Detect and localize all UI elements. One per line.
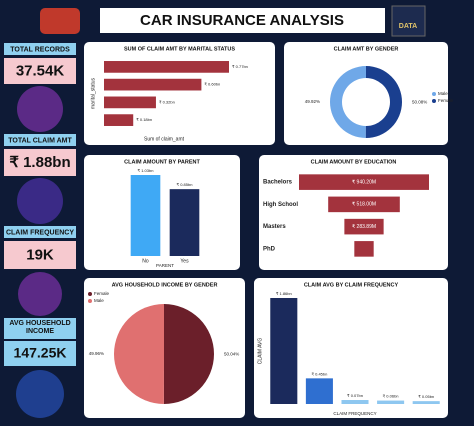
panel	[254, 278, 448, 418]
kpi-label-box	[4, 318, 76, 339]
panel	[84, 42, 275, 145]
value-label: ₹ 0.07bn	[347, 393, 363, 398]
bar	[169, 189, 200, 256]
kpi-value-box	[4, 241, 76, 269]
funnel-bar	[299, 174, 429, 190]
kpi-label-box	[4, 43, 76, 55]
funnel-bar	[344, 218, 384, 235]
value-label: ₹ 518.00M	[352, 202, 376, 208]
value-label: ₹ 0.06bn	[383, 394, 399, 399]
kpi-label-wrap: AVG HOUSEHOLD INCOME	[9, 320, 71, 335]
kpi-label: TOTAL RECORDS	[10, 46, 70, 53]
dashboard-title: CAR INSURANCE ANALYSIS	[140, 12, 344, 29]
kpi-value: 147.25K	[14, 345, 67, 361]
legend-swatch	[88, 292, 92, 296]
value-label: ₹ 0.18bn	[136, 117, 152, 122]
kpi-value: ₹ 1.88bn	[9, 154, 70, 171]
value-label: ₹ 0.77bn	[232, 64, 248, 69]
chart-title: SUM OF CLAIM AMT BY MARITAL STATUS	[124, 46, 235, 52]
x-axis-label: CLAIM FREQUENCY	[333, 411, 376, 416]
category-label: Bachelors	[263, 180, 293, 186]
legend-label: Female	[94, 291, 110, 296]
panel	[259, 155, 448, 270]
legend-label: Male	[438, 91, 448, 96]
value-label: 50.04%	[224, 351, 239, 356]
value-label: ₹ 0.60bn	[204, 82, 220, 87]
logo	[391, 5, 426, 37]
kpi-value-box	[4, 58, 76, 84]
y-axis-label: marital_status	[90, 77, 96, 109]
kpi-label-box	[4, 134, 76, 146]
value-label: ₹ 0.85bn	[177, 182, 193, 187]
legend-swatch	[432, 92, 436, 96]
chart-title: CLAIM AMOUNT BY EDUCATION	[311, 159, 397, 165]
kpi-label-box	[4, 226, 76, 238]
y-axis-label: CLAIM AVG	[257, 338, 263, 365]
kpi-label: CLAIM FREQUENCY	[6, 229, 74, 236]
value-label: ₹ 0.45bn	[311, 371, 327, 376]
legend-label: Female	[438, 98, 454, 103]
bar	[104, 78, 202, 91]
kpi-icon	[17, 86, 63, 132]
kpi-icon	[17, 178, 63, 224]
value-label: ₹ 940.20M	[352, 179, 376, 185]
value-label: 49.92%	[305, 99, 320, 104]
value-label: ₹ 0.32bn	[159, 99, 175, 104]
kpi-value: 37.54K	[16, 62, 65, 79]
chart-title: CLAIM AMOUNT BY PARENT	[124, 159, 200, 165]
slice	[365, 66, 403, 138]
bar	[412, 401, 440, 404]
panel	[84, 155, 240, 270]
x-axis-label: Sum of claim_amt	[144, 136, 185, 142]
category-label: Masters	[263, 224, 286, 230]
value-label: ₹ 1.03bn	[138, 168, 154, 173]
bar	[104, 114, 134, 126]
kpi-label: TOTAL CLAIM AMT	[8, 137, 72, 144]
value-label: 50.08%	[412, 99, 427, 104]
chart-title: AVG HOUSEHOLD INCOME BY GENDER	[112, 282, 218, 288]
kpi-icon	[18, 272, 62, 316]
bar	[305, 378, 333, 404]
bar	[130, 175, 161, 256]
bar	[270, 298, 298, 404]
kpi-label: AVG HOUSEHOLD INCOME	[9, 320, 71, 335]
slice	[113, 304, 164, 404]
value-label: ₹ 1.86bn	[276, 291, 292, 296]
kpi-icon	[16, 370, 64, 418]
value-label: ₹ 0.05bn	[418, 394, 434, 399]
category-label: High School	[263, 202, 298, 208]
x-axis-label: PARENT	[156, 263, 174, 268]
car-icon	[40, 8, 80, 34]
logo-text: DATA	[399, 23, 417, 30]
chart-title: CLAIM AMT BY GENDER	[334, 46, 399, 52]
slice	[163, 304, 214, 405]
slice	[330, 66, 366, 138]
kpi-value: 19K	[26, 246, 54, 263]
legend-label: Male	[94, 298, 104, 303]
bar	[104, 96, 156, 109]
value-label: 49.96%	[89, 351, 104, 356]
panel	[284, 42, 448, 145]
legend-swatch	[432, 99, 436, 103]
legend-swatch	[88, 299, 92, 303]
kpi-value-box	[4, 341, 76, 366]
category-label: PhD	[263, 246, 276, 252]
x-tick-label: Yes	[180, 258, 189, 264]
kpi-value-box	[4, 149, 76, 176]
x-tick-label: No	[142, 258, 149, 264]
kpi-sidebar: TOTAL RECORDS 37.54K TOTAL CLAIM AMT ₹ 1…	[4, 43, 76, 418]
bar	[104, 61, 229, 73]
bar	[341, 400, 369, 404]
chart-title: CLAIM AVG BY CLAIM FREQUENCY	[304, 282, 399, 288]
title-banner	[100, 8, 385, 33]
value-label: ₹ 283.89M	[352, 224, 376, 230]
bar	[377, 400, 405, 404]
funnel-bar	[354, 241, 374, 257]
funnel-bar	[328, 196, 400, 213]
